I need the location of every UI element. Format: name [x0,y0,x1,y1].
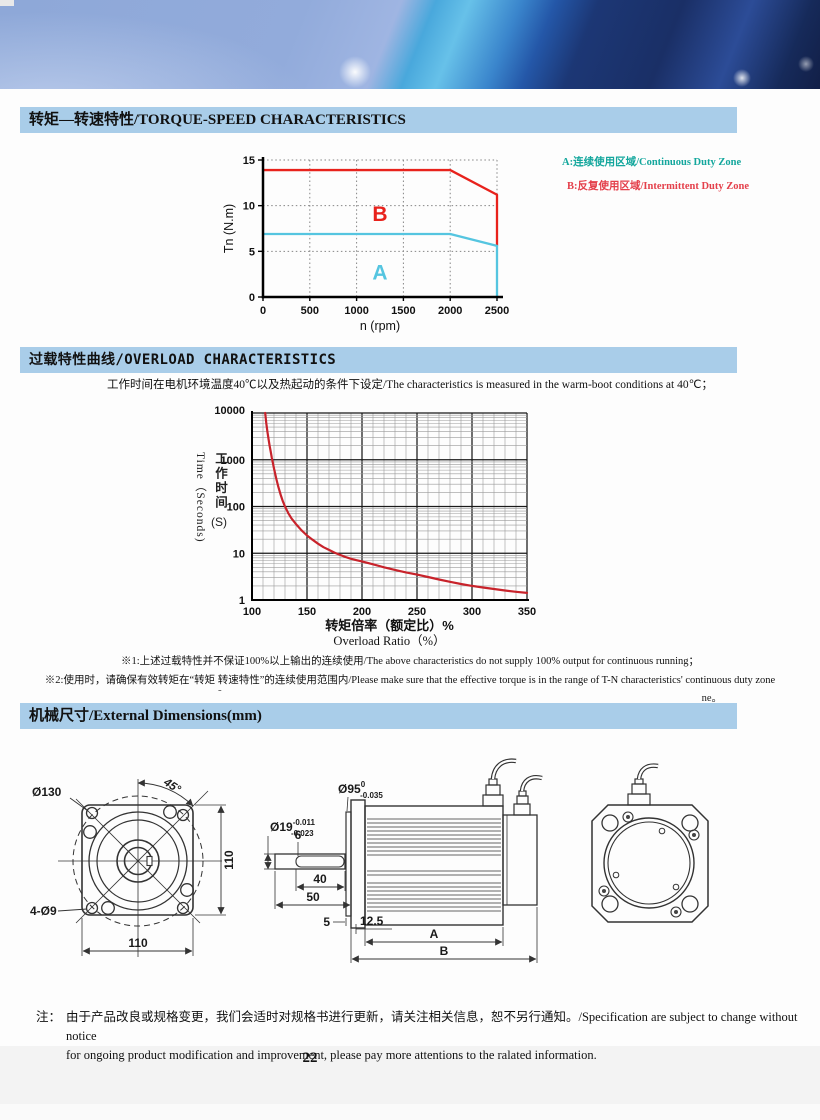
key-width-label: 6 [295,828,302,842]
svg-text:2000: 2000 [438,305,462,317]
svg-text:1500: 1500 [391,305,415,317]
overload-ylabel: Time（Seconds) 工作时间 (S) [192,452,230,543]
legend-intermittent-zone: B:反复使用区域/Intermittent Duty Zone [567,181,749,192]
svg-text:0: 0 [260,305,266,317]
svg-text:250: 250 [408,606,426,618]
external-dimensions-drawing: Ø130 4-Ø9 45° 110 110 [30,758,709,963]
side-view-labels: Ø950 -0.035 Ø19-0.011 -0.023 6 40 50 5 12.… [270,780,449,958]
section-title-dimensions: 机械尺寸/External Dimensions(mm) [20,703,737,729]
svg-text:15: 15 [243,155,255,167]
svg-text:100: 100 [227,502,245,514]
rear-view [591,763,709,923]
front-mount-holes [85,806,190,915]
shaft-keyway-notch [146,855,153,867]
header-banner [0,0,820,89]
ylabel-time-cn: 工作时间 [213,452,227,510]
footer-band [0,1046,820,1104]
rear-small-holes [612,827,680,891]
overload-note-2-tail: ne。 [701,693,722,704]
overload-chart: 1 10 100 1000 10000 100 150 200 250 300 350 转矩倍率（额定… [214,405,536,648]
key-length-label: 40 [313,872,327,886]
svg-text:0: 0 [249,292,255,304]
front-centerlines [58,779,222,957]
page-edge-mark [0,0,14,6]
footer-band-lower [0,1104,820,1120]
front-view [57,779,226,957]
ylabel-unit: (S) [211,515,227,529]
rear-cover-circle [603,817,695,909]
svg-text:10: 10 [233,548,245,560]
svg-text:转矩倍率（额定比）%: 转矩倍率（额定比）% [325,618,454,633]
cooling-fins [367,818,501,912]
footer-note-line2: for ongoing product modification and imp… [66,1047,597,1062]
height-label: 110 [222,850,236,870]
bolt-circle-label: Ø130 [32,785,62,799]
svg-text:B: B [372,203,387,226]
footer-note-line1: 由于产品改良或规格变更，我们会适时对规格书进行更新，请关注相关信息，恕不另行通知… [66,1010,798,1043]
svg-text:Overload Ratio（%）: Overload Ratio（%） [333,634,445,648]
torque-chart-legend: A:连续使用区域/Continuous Duty Zone B:反复使用区域/I… [562,154,749,193]
holes-leader [57,908,88,912]
overload-note-1: ※1:上述过载特性并不保证100%以上输出的连续使用/The above cha… [120,656,699,667]
svg-text:2500: 2500 [485,305,509,317]
svg-text:10000: 10000 [214,405,245,417]
spigot [345,811,352,917]
shaft-length-label: 50 [306,890,320,904]
total-length-label: B [440,944,449,958]
spigot-dim-label: Ø950 -0.035 [338,780,383,800]
section-title-overload: 过载特性曲线/OVERLOAD CHARACTERISTICS [20,347,737,373]
rear-corner-holes [601,814,699,913]
shaft-key [295,855,345,868]
svg-text:300: 300 [463,606,481,618]
rear-screw-heads [598,811,700,918]
shaft [274,853,346,870]
svg-text:Tn (N.m): Tn (N.m) [222,204,236,253]
rear-housing [502,814,538,906]
svg-text:150: 150 [298,606,316,618]
front-flange-square [81,804,194,916]
shaft-dim-label: Ø19-0.011 -0.023 [270,818,315,838]
angle-arc [137,779,194,807]
front-offset-label: 12.5 [360,914,384,928]
svg-text:1000: 1000 [344,305,368,317]
svg-text:10: 10 [243,201,255,213]
cable-gland-1 [482,778,504,807]
page-number: 22 [302,1050,318,1066]
svg-text:1000: 1000 [221,455,245,467]
bolt-circle-dashed [72,795,204,927]
rear-cable-gland [627,778,651,806]
spigot-depth-label: 5 [323,915,330,929]
overload-subtitle: 工作时间在电机环境温度40℃以及热起动的条件下设定/The characteri… [106,379,714,391]
svg-text:1: 1 [239,595,245,607]
body-length-label: A [430,927,439,941]
width-label: 110 [128,936,148,950]
flange-plate [350,799,366,929]
note-dash: - [218,684,222,696]
ylabel-time-en: Time（Seconds) [194,452,206,543]
svg-text:350: 350 [518,606,536,618]
svg-text:n (rpm): n (rpm) [360,319,400,333]
front-alt-holes [83,805,194,915]
rear-plate [591,804,709,923]
footer-note: 注： 由于产品改良或规格变更，我们会适时对规格书进行更新，请关注相关信息，恕不另… [36,1008,800,1064]
torque-speed-chart: 0 500 1000 1500 2000 2500 0 5 10 15 B An (rpm) Tn (N… [222,155,509,333]
footer-note-label: 注： [36,1010,62,1024]
front-dim-ext-lines [81,804,226,956]
svg-text:100: 100 [243,606,261,618]
side-view [264,758,543,963]
section-title-torque-speed: 转矩—转速特性/TORQUE-SPEED CHARACTERISTICS [20,107,737,133]
svg-text:5: 5 [249,246,255,258]
d130-leader [69,797,89,812]
svg-text:200: 200 [353,606,371,618]
mount-holes-label: 4-Ø9 [30,904,57,918]
angle-label: 45° [161,776,183,796]
front-view-labels: Ø130 4-Ø9 45° 110 110 [30,776,236,950]
svg-text:A: A [372,262,387,285]
overload-note-2: ※2:使用时，请确保有效转矩在“转矩 转速特性”的连续使用范围内/Please … [44,675,776,686]
svg-text:500: 500 [301,305,319,317]
cable-gland-2 [513,790,531,816]
legend-continuous-zone: A:连续使用区域/Continuous Duty Zone [562,157,742,168]
